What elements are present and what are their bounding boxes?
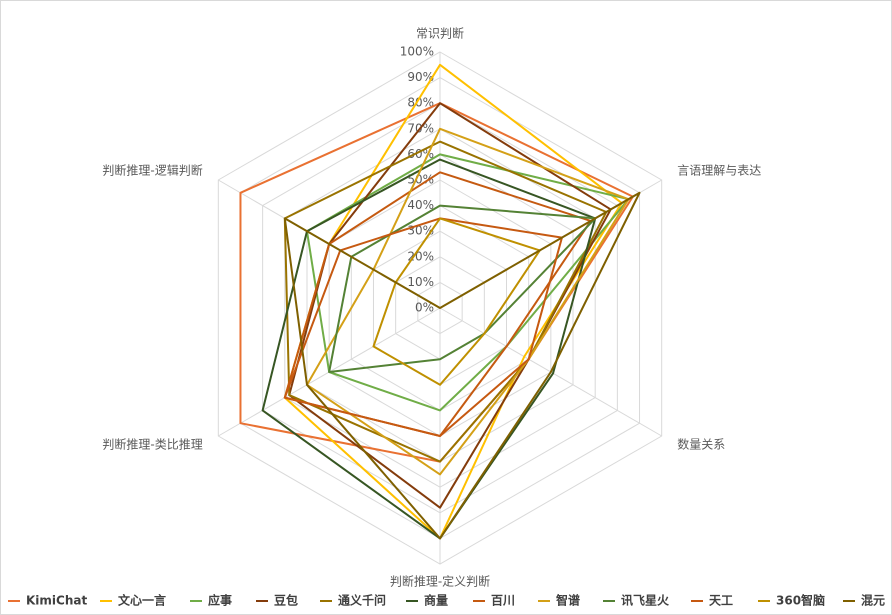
legend-label: 混元 [861, 593, 885, 608]
tick-label: 100% [400, 45, 434, 59]
legend-label: 讯飞星火 [621, 594, 670, 608]
tick-label: 90% [407, 70, 434, 84]
axis-label: 判断推理-逻辑判断 [102, 163, 202, 178]
legend-label: 文心一言 [118, 593, 166, 608]
legend-label: KimiChat [26, 594, 87, 608]
tick-label: 10% [407, 275, 434, 289]
axis-label: 常识判断 [416, 26, 464, 41]
tick-label: 20% [407, 249, 434, 263]
legend-label: 智谱 [555, 593, 580, 608]
axis-label: 判断推理-类比推理 [102, 436, 202, 451]
legend-label: 天工 [709, 594, 733, 608]
axis-label: 言语理解与表达 [677, 164, 761, 178]
tick-label: 0% [415, 301, 434, 315]
legend-label: 豆包 [274, 593, 298, 608]
series-line [283, 191, 641, 540]
legend-label: 应事 [208, 593, 232, 608]
tick-label: 40% [407, 198, 434, 212]
axis-label: 判断推理-定义判断 [390, 573, 490, 588]
legend-label: 百川 [491, 594, 515, 608]
legend-label: 360智脑 [776, 593, 825, 608]
tick-label: 30% [407, 224, 434, 238]
axis-label: 数量关系 [677, 436, 725, 451]
legend-label: 商量 [424, 593, 448, 608]
legend-label: 通义千问 [338, 593, 386, 608]
